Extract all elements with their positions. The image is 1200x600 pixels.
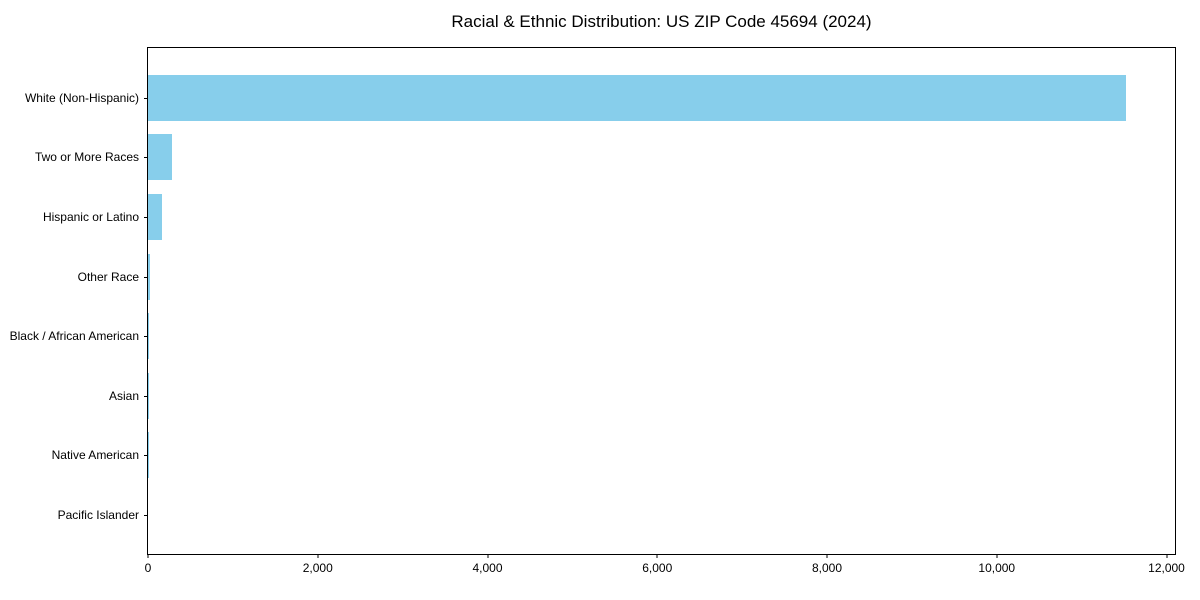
- x-axis-tick: [487, 554, 488, 558]
- bar-hispanic-or-latino: [148, 193, 163, 240]
- x-axis-tick-label: 12,000: [1148, 561, 1185, 575]
- bar-row: Two or More Races: [35, 128, 1175, 188]
- bar-row: Pacific Islander: [58, 485, 1175, 545]
- bar-other-race: [148, 253, 151, 300]
- bar-two-or-more-races: [148, 134, 173, 181]
- bar-white-non-hispanic: [148, 74, 1126, 121]
- bar-row: White (Non-Hispanic): [25, 68, 1175, 128]
- x-axis-tick: [1166, 554, 1167, 558]
- y-axis-label: Pacific Islander: [57, 507, 139, 522]
- x-axis-tick-label: 10,000: [978, 561, 1016, 575]
- y-axis-tick: [144, 97, 148, 99]
- y-axis-label: Two or More Races: [34, 150, 139, 165]
- bar-row: Other Race: [78, 247, 1175, 307]
- y-axis-label: Asian: [108, 388, 139, 403]
- y-axis-tick: [144, 514, 148, 516]
- x-axis-tick-label: 8,000: [811, 561, 843, 575]
- bar-row: Black / African American: [10, 306, 1175, 366]
- x-axis-tick: [147, 554, 149, 558]
- y-axis-tick: [144, 395, 148, 397]
- y-axis-label: Native American: [51, 448, 139, 463]
- x-axis-tick-label: 6,000: [642, 561, 673, 575]
- y-axis-label: Other Race: [77, 269, 139, 284]
- y-axis-label: White (Non-Hispanic): [24, 90, 139, 105]
- bar-black-african-american: [148, 313, 150, 360]
- y-axis-label: Black / African American: [9, 329, 139, 344]
- bar-asian: [148, 372, 149, 419]
- y-axis-tick: [144, 455, 148, 457]
- x-axis-tick-label: 0: [144, 561, 152, 575]
- chart-title: Racial & Ethnic Distribution: US ZIP Cod…: [451, 12, 872, 31]
- y-axis-tick: [144, 336, 148, 338]
- bar-rows: White (Non-Hispanic) Two or More Races H…: [10, 68, 1175, 545]
- bar-row: Asian: [109, 366, 1175, 426]
- x-axis-tick: [317, 554, 319, 558]
- x-axis-tick: [656, 554, 658, 558]
- y-axis-tick: [144, 216, 148, 218]
- plot-area: White (Non-Hispanic) Two or More Races H…: [10, 47, 1185, 575]
- x-axis-tick-label: 2,000: [302, 561, 333, 575]
- bar-row: Hispanic or Latino: [43, 187, 1175, 247]
- x-axis-tick: [826, 554, 828, 558]
- y-axis-tick: [144, 157, 148, 159]
- y-axis-tick: [144, 276, 148, 278]
- x-axis-tick-label: 4,000: [472, 561, 503, 575]
- x-axis-tick: [996, 554, 998, 558]
- y-axis-label: Hispanic or Latino: [42, 209, 139, 224]
- bar-row: Native American: [52, 426, 1175, 486]
